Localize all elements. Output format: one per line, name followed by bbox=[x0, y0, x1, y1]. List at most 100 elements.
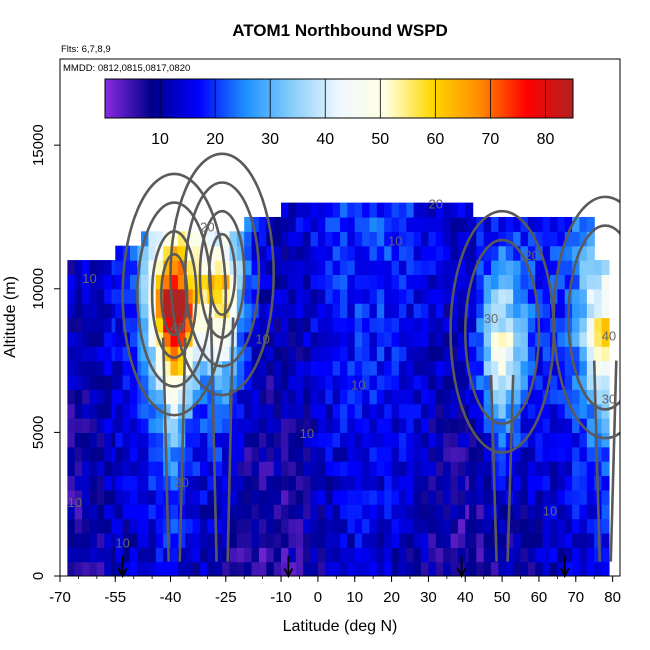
heatmap-cell bbox=[586, 489, 595, 505]
heatmap-cell bbox=[586, 389, 595, 405]
heatmap-cell bbox=[96, 504, 105, 520]
heatmap-cell bbox=[310, 274, 319, 290]
heatmap-cell bbox=[222, 317, 231, 333]
heatmap-cell bbox=[535, 547, 544, 563]
heatmap-cell bbox=[354, 245, 363, 261]
heatmap-cell bbox=[244, 403, 253, 419]
heatmap-cell bbox=[244, 288, 253, 304]
heatmap-cell bbox=[104, 346, 113, 362]
heatmap-cell bbox=[288, 518, 297, 534]
heatmap-cell bbox=[391, 374, 400, 390]
heatmap-cell bbox=[601, 374, 610, 390]
heatmap-cell bbox=[170, 518, 179, 534]
heatmap-cell bbox=[406, 360, 415, 376]
y-tick-label: 15000 bbox=[30, 124, 47, 166]
heatmap-cell bbox=[476, 288, 485, 304]
heatmap-cell bbox=[391, 231, 400, 247]
heatmap-cell bbox=[281, 331, 290, 347]
heatmap-cell bbox=[483, 461, 492, 477]
heatmap-cell bbox=[601, 475, 610, 491]
heatmap-cell bbox=[281, 432, 290, 448]
heatmap-cell bbox=[115, 317, 124, 333]
heatmap-cell bbox=[96, 532, 105, 548]
heatmap-cell bbox=[550, 461, 558, 477]
heatmap-cell bbox=[491, 561, 500, 576]
heatmap-cell bbox=[258, 288, 267, 304]
heatmap-cell bbox=[413, 475, 422, 491]
heatmap-cell bbox=[354, 346, 363, 362]
heatmap-cell bbox=[369, 547, 378, 563]
heatmap-cell bbox=[586, 446, 595, 462]
heatmap-cell bbox=[513, 461, 522, 477]
heatmap-cell bbox=[586, 288, 595, 304]
heatmap-cell bbox=[266, 547, 275, 563]
heatmap-cell bbox=[332, 389, 341, 405]
heatmap-cell bbox=[295, 389, 304, 405]
heatmap-cell bbox=[325, 489, 334, 505]
heatmap-cell bbox=[398, 446, 407, 462]
heatmap-cell bbox=[89, 504, 98, 520]
heatmap-cell bbox=[535, 504, 544, 520]
heatmap-cell bbox=[354, 389, 363, 405]
heatmap-cell bbox=[535, 432, 544, 448]
heatmap-cell bbox=[214, 317, 223, 333]
contour-line bbox=[567, 224, 620, 411]
heatmap-cell bbox=[362, 374, 371, 390]
heatmap-cell bbox=[457, 518, 466, 534]
heatmap-cell bbox=[347, 446, 356, 462]
heatmap-cell bbox=[421, 374, 430, 390]
heatmap-cell bbox=[295, 274, 304, 290]
heatmap-cell bbox=[443, 274, 452, 290]
colorbar-tick-label: 10 bbox=[151, 131, 169, 148]
heatmap-cell bbox=[170, 489, 179, 505]
heatmap-cell bbox=[295, 547, 304, 563]
heatmap-cell bbox=[457, 489, 466, 505]
heatmap-cell bbox=[594, 432, 603, 448]
heatmap-cell bbox=[542, 216, 551, 232]
heatmap-cell bbox=[177, 245, 186, 261]
heatmap-cell bbox=[476, 489, 485, 505]
heatmap-cell bbox=[170, 274, 179, 290]
heatmap-cell bbox=[428, 389, 437, 405]
heatmap-cell bbox=[362, 504, 371, 520]
heatmap-cell bbox=[468, 489, 477, 505]
heatmap-cell bbox=[376, 216, 385, 232]
heatmap-cell bbox=[391, 504, 400, 520]
heatmap-cell bbox=[332, 475, 341, 491]
heatmap-cell bbox=[594, 317, 603, 333]
heatmap-cell bbox=[572, 418, 581, 433]
heatmap-cell bbox=[450, 461, 459, 477]
heatmap-cell bbox=[258, 231, 267, 247]
heatmap-cell bbox=[421, 231, 430, 247]
heatmap-cell bbox=[214, 504, 223, 520]
heatmap-cell bbox=[303, 561, 312, 576]
heatmap-cell bbox=[185, 374, 194, 390]
heatmap-cell bbox=[82, 475, 91, 491]
heatmap-cell bbox=[369, 231, 378, 247]
heatmap-cell bbox=[222, 346, 231, 362]
heatmap-cell bbox=[542, 317, 551, 333]
heatmap-cell bbox=[347, 561, 356, 576]
heatmap-cell bbox=[457, 288, 466, 304]
heatmap-cell bbox=[266, 288, 275, 304]
heatmap-cell bbox=[450, 518, 459, 534]
heatmap-cell bbox=[251, 489, 260, 505]
heatmap-cell bbox=[491, 389, 500, 405]
heatmap-cell bbox=[601, 403, 610, 419]
heatmap-cell bbox=[244, 317, 253, 333]
heatmap-cell bbox=[177, 360, 186, 376]
heatmap-cell bbox=[229, 475, 238, 491]
heatmap-cell bbox=[229, 518, 238, 534]
heatmap-cell bbox=[362, 231, 371, 247]
heatmap-cell bbox=[303, 547, 312, 563]
heatmap-cell bbox=[483, 231, 492, 247]
heatmap-cell bbox=[303, 461, 312, 477]
heatmap-cell bbox=[222, 547, 231, 563]
heatmap-cell bbox=[564, 274, 573, 290]
heatmap-cell bbox=[384, 518, 393, 534]
heatmap-cell bbox=[550, 489, 558, 505]
heatmap-cell bbox=[310, 547, 319, 563]
heatmap-cell bbox=[288, 260, 297, 276]
heatmap-cell bbox=[288, 360, 297, 376]
heatmap-cell bbox=[457, 461, 466, 477]
